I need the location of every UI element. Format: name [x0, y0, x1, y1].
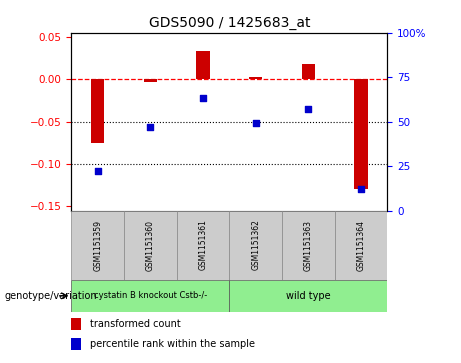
Bar: [301, 64, 315, 79]
Bar: [229, 211, 282, 280]
Bar: [144, 79, 157, 82]
Point: [305, 106, 312, 112]
Text: GSM1151364: GSM1151364: [356, 220, 366, 270]
Text: wild type: wild type: [286, 291, 331, 301]
Text: transformed count: transformed count: [90, 319, 181, 329]
Point: [199, 95, 207, 101]
Text: GSM1151360: GSM1151360: [146, 220, 155, 270]
Bar: [71, 211, 124, 280]
Text: cystatin B knockout Cstb-/-: cystatin B knockout Cstb-/-: [94, 291, 207, 300]
Point: [94, 168, 101, 174]
Bar: [124, 211, 177, 280]
Bar: [91, 79, 104, 143]
Bar: [71, 318, 81, 330]
Bar: [229, 280, 387, 312]
Text: genotype/variation: genotype/variation: [5, 291, 97, 301]
Bar: [249, 77, 262, 79]
Title: GDS5090 / 1425683_at: GDS5090 / 1425683_at: [148, 16, 310, 30]
Text: GSM1151361: GSM1151361: [199, 220, 207, 270]
Bar: [177, 211, 229, 280]
Text: GSM1151359: GSM1151359: [93, 220, 102, 270]
Bar: [335, 211, 387, 280]
Bar: [71, 338, 81, 350]
Bar: [71, 280, 229, 312]
Text: GSM1151362: GSM1151362: [251, 220, 260, 270]
Point: [357, 186, 365, 192]
Bar: [282, 211, 335, 280]
Point: [147, 124, 154, 130]
Text: percentile rank within the sample: percentile rank within the sample: [90, 339, 255, 349]
Text: GSM1151363: GSM1151363: [304, 220, 313, 270]
Point: [252, 121, 260, 126]
Bar: [355, 79, 367, 189]
Bar: [196, 51, 210, 79]
